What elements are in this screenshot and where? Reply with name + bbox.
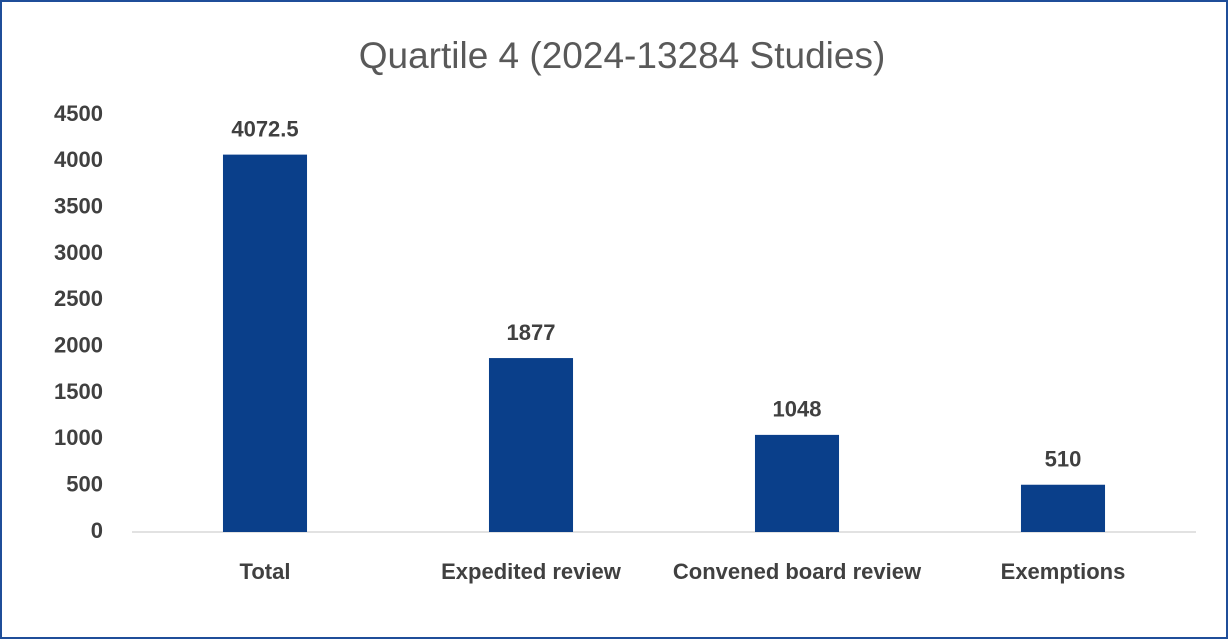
x-tick-label: Total	[240, 559, 291, 584]
data-label: 1048	[773, 397, 822, 422]
y-tick-label: 4500	[54, 101, 103, 126]
x-tick-label: Convened board review	[673, 559, 922, 584]
data-label: 510	[1045, 447, 1082, 472]
y-tick-label: 3000	[54, 240, 103, 265]
bar	[222, 154, 308, 533]
y-tick-label: 1000	[54, 425, 103, 450]
data-label: 4072.5	[231, 116, 298, 141]
y-tick-label: 2000	[54, 332, 103, 357]
bar	[1020, 484, 1106, 532]
bar	[488, 358, 574, 532]
y-tick-label: 4000	[54, 147, 103, 172]
y-tick-label: 0	[91, 518, 103, 543]
y-tick-label: 1500	[54, 379, 103, 404]
bar	[754, 434, 840, 532]
y-tick-label: 500	[66, 471, 103, 496]
x-tick-label: Exemptions	[1001, 559, 1126, 584]
data-label: 1877	[507, 320, 556, 345]
y-tick-label: 3500	[54, 193, 103, 218]
x-tick-label: Expedited review	[441, 559, 622, 584]
y-tick-label: 2500	[54, 286, 103, 311]
chart-title: Quartile 4 (2024-13284 Studies)	[359, 35, 886, 76]
